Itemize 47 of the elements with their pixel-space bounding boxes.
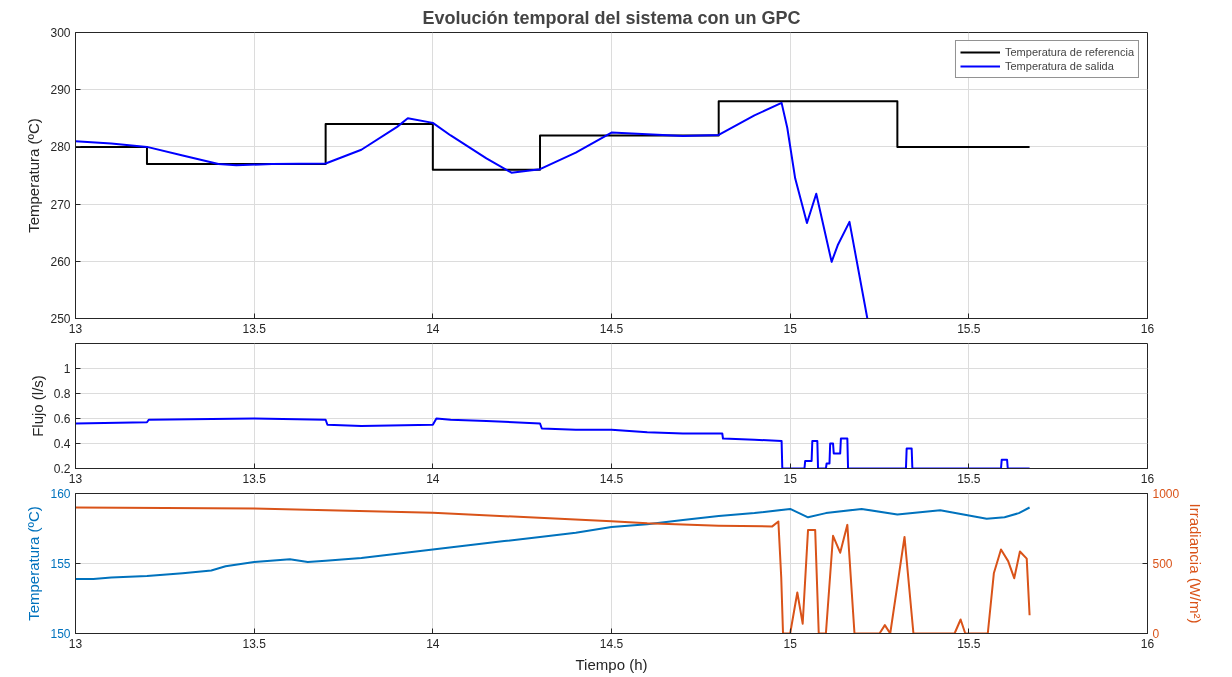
chart-title: Evolución temporal del sistema con un GPC — [422, 7, 801, 28]
y-tick-label: 0.2 — [53, 462, 71, 476]
y-tick-label: 270 — [50, 197, 71, 212]
line-series — [75, 100, 1031, 171]
y2-tick-label: 1000 — [1152, 487, 1180, 501]
x-tick-label: 13 — [68, 471, 83, 486]
y-axis-title: Flujo (l/s) — [28, 375, 46, 437]
x-tick-label: 14.5 — [599, 636, 624, 651]
y-tick-label: 250 — [50, 312, 71, 326]
y-tick-label: 160 — [50, 487, 71, 501]
y-tick-label: 280 — [50, 140, 71, 155]
y-axis-title: Temperatura (ºC) — [25, 506, 43, 621]
y-tick-label: 155 — [50, 557, 71, 571]
x-tick-label: 14 — [426, 321, 440, 336]
x-tick-label: 13.5 — [242, 471, 267, 486]
y-tick-label: 150 — [50, 627, 71, 641]
x-tick-label: 15 — [783, 321, 798, 336]
y2-tick-label: 500 — [1152, 557, 1173, 571]
x-tick-label: 15 — [783, 471, 798, 486]
y2-axis-title: Irradiancia (W/m²) — [1187, 503, 1205, 624]
x-tick-label: 15.5 — [957, 636, 981, 651]
line-series — [75, 506, 1031, 580]
x-tick-label: 13.5 — [242, 636, 267, 651]
y-tick-label: 0.8 — [53, 387, 71, 401]
line-series — [75, 506, 1031, 634]
x-tick-label: 15 — [783, 636, 798, 651]
x-tick-label: 14 — [426, 471, 440, 486]
y2-tick-label: 0 — [1152, 627, 1160, 641]
x-tick-label: 14.5 — [599, 471, 624, 486]
y-tick-label: 0.6 — [53, 412, 71, 426]
x-tick-label: 15.5 — [957, 471, 981, 486]
y-tick-label: 260 — [50, 254, 71, 269]
x-axis-title: Tiempo (h) — [575, 655, 648, 673]
y-tick-label: 300 — [50, 26, 71, 40]
x-tick-label: 15.5 — [957, 321, 981, 336]
y-tick-label: 290 — [50, 83, 71, 98]
legend-label: Temperatura de salida — [1004, 59, 1114, 73]
line-series — [75, 101, 869, 319]
x-tick-label: 16 — [1140, 321, 1155, 336]
x-tick-label: 16 — [1140, 471, 1155, 486]
y-tick-label: 1 — [63, 362, 71, 376]
y-tick-label: 0.4 — [53, 437, 71, 451]
x-tick-label: 13.5 — [242, 321, 267, 336]
legend-label: Temperatura de referencia — [1004, 45, 1134, 59]
x-tick-label: 14.5 — [599, 321, 624, 336]
y-axis-title: Temperatura (ºC) — [25, 118, 43, 233]
x-tick-label: 14 — [426, 636, 440, 651]
